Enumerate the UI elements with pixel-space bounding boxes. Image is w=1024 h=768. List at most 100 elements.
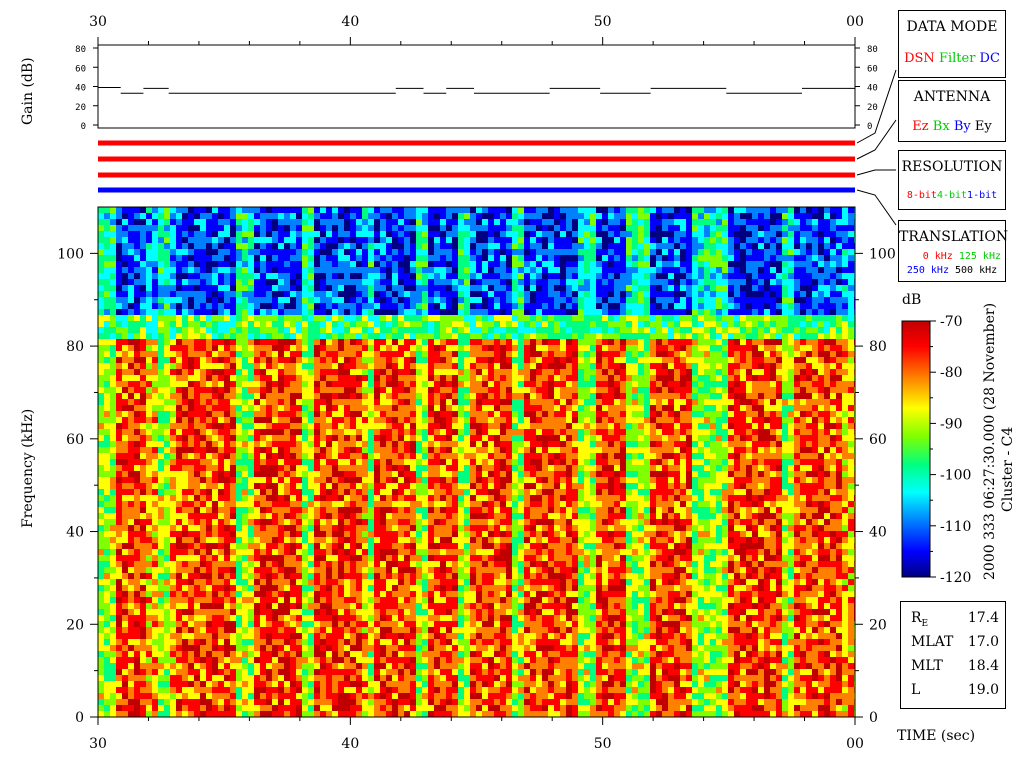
- spectrogram-cell: [440, 549, 446, 555]
- spectrogram-cell: [170, 501, 176, 507]
- spectrogram-cell: [128, 621, 134, 627]
- spectrogram-cell: [344, 387, 350, 393]
- spectrogram-cell: [278, 687, 284, 693]
- spectrogram-cell: [410, 561, 416, 567]
- spectrogram-cell: [242, 663, 248, 669]
- spectrogram-cell: [416, 363, 422, 369]
- spectrogram-cell: [254, 531, 260, 537]
- spectrogram-cell: [404, 375, 410, 381]
- spectrogram-cell: [386, 591, 392, 597]
- spectrogram-cell: [374, 573, 380, 579]
- spectrogram-cell: [176, 231, 182, 237]
- spectrogram-cell: [182, 567, 188, 573]
- spectrogram-cell: [428, 303, 434, 309]
- spectrogram-cell: [158, 513, 164, 519]
- spectrogram-cell: [134, 471, 140, 477]
- spectrogram-cell: [212, 675, 218, 681]
- spectrogram-cell: [224, 237, 230, 243]
- spectrogram-cell: [410, 633, 416, 639]
- spectrogram-cell: [254, 327, 260, 333]
- spectrogram-cell: [134, 255, 140, 261]
- spectrogram-cell: [272, 531, 278, 537]
- spectrogram-cell: [194, 483, 200, 489]
- spectrogram-cell: [218, 459, 224, 465]
- spectrogram-cell: [236, 465, 242, 471]
- spectrogram-cell: [224, 477, 230, 483]
- spectrogram-cell: [296, 213, 302, 219]
- spectrogram-cell: [134, 621, 140, 627]
- spectrogram-cell: [302, 591, 308, 597]
- spectrogram-cell: [176, 369, 182, 375]
- spectrogram-cell: [404, 423, 410, 429]
- spectrogram-cell: [218, 711, 224, 717]
- spectrogram-cell: [218, 681, 224, 687]
- spectrogram-cell: [410, 303, 416, 309]
- spectrogram-cell: [194, 621, 200, 627]
- spectrogram-cell: [230, 591, 236, 597]
- spectrogram-cell: [302, 267, 308, 273]
- spectrogram-cell: [284, 303, 290, 309]
- spectrogram-cell: [374, 477, 380, 483]
- spectrogram-cell: [386, 399, 392, 405]
- spectrogram-cell: [206, 261, 212, 267]
- spectrogram-cell: [422, 705, 428, 711]
- spectrogram-cell: [158, 321, 164, 327]
- spectrogram-cell: [278, 543, 284, 549]
- spectrogram-cell: [392, 711, 398, 717]
- spectrogram-cell: [380, 231, 386, 237]
- spectrogram-cell: [284, 327, 290, 333]
- spectrogram-cell: [224, 339, 230, 345]
- spectrogram-cell: [134, 267, 140, 273]
- spectrogram-cell: [254, 543, 260, 549]
- spectrogram-cell: [242, 405, 248, 411]
- spectrogram-cell: [302, 663, 308, 669]
- spectrogram-cell: [122, 429, 128, 435]
- spectrogram-cell: [140, 375, 146, 381]
- spectrogram-cell: [194, 309, 200, 315]
- spectrogram-cell: [188, 465, 194, 471]
- spectrogram-cell: [404, 333, 410, 339]
- spectrogram-cell: [194, 597, 200, 603]
- spectrogram-cell: [284, 273, 290, 279]
- spectrogram-cell: [398, 357, 404, 363]
- spectrogram-cell: [104, 609, 110, 615]
- spectrogram-cell: [104, 453, 110, 459]
- spectrogram-cell: [386, 393, 392, 399]
- spectrogram-cell: [326, 351, 332, 357]
- spectrogram-cell: [284, 699, 290, 705]
- spectrogram-cell: [200, 291, 206, 297]
- spectrogram-cell: [200, 543, 206, 549]
- spectrogram-cell: [170, 699, 176, 705]
- spectrogram-cell: [308, 537, 314, 543]
- spectrogram-cell: [134, 375, 140, 381]
- spectrogram-cell: [140, 501, 146, 507]
- spectrogram-cell: [164, 369, 170, 375]
- spectrogram-cell: [302, 513, 308, 519]
- spectrogram-cell: [326, 651, 332, 657]
- spectrogram-cell: [368, 549, 374, 555]
- spectrogram-cell: [254, 699, 260, 705]
- spectrogram-cell: [320, 255, 326, 261]
- spectrogram-cell: [200, 579, 206, 585]
- spectrogram-cell: [296, 411, 302, 417]
- spectrogram-cell: [104, 399, 110, 405]
- spectrogram-cell: [290, 411, 296, 417]
- spectrogram-cell: [110, 633, 116, 639]
- spectrogram-cell: [200, 567, 206, 573]
- spectrogram-cell: [422, 405, 428, 411]
- spectrogram-cell: [410, 339, 416, 345]
- spectrogram-cell: [236, 213, 242, 219]
- spectrogram-cell: [302, 279, 308, 285]
- spectrogram-cell: [356, 411, 362, 417]
- spectrogram-cell: [284, 489, 290, 495]
- spectrogram-cell: [116, 681, 122, 687]
- spectrogram-cell: [296, 627, 302, 633]
- spectrogram-cell: [296, 267, 302, 273]
- spectrogram-cell: [218, 255, 224, 261]
- spectrogram-cell: [338, 279, 344, 285]
- spectrogram-cell: [194, 333, 200, 339]
- spectrogram-cell: [188, 513, 194, 519]
- spectrogram-cell: [320, 249, 326, 255]
- spectrogram-cell: [200, 225, 206, 231]
- spectrogram-cell: [314, 303, 320, 309]
